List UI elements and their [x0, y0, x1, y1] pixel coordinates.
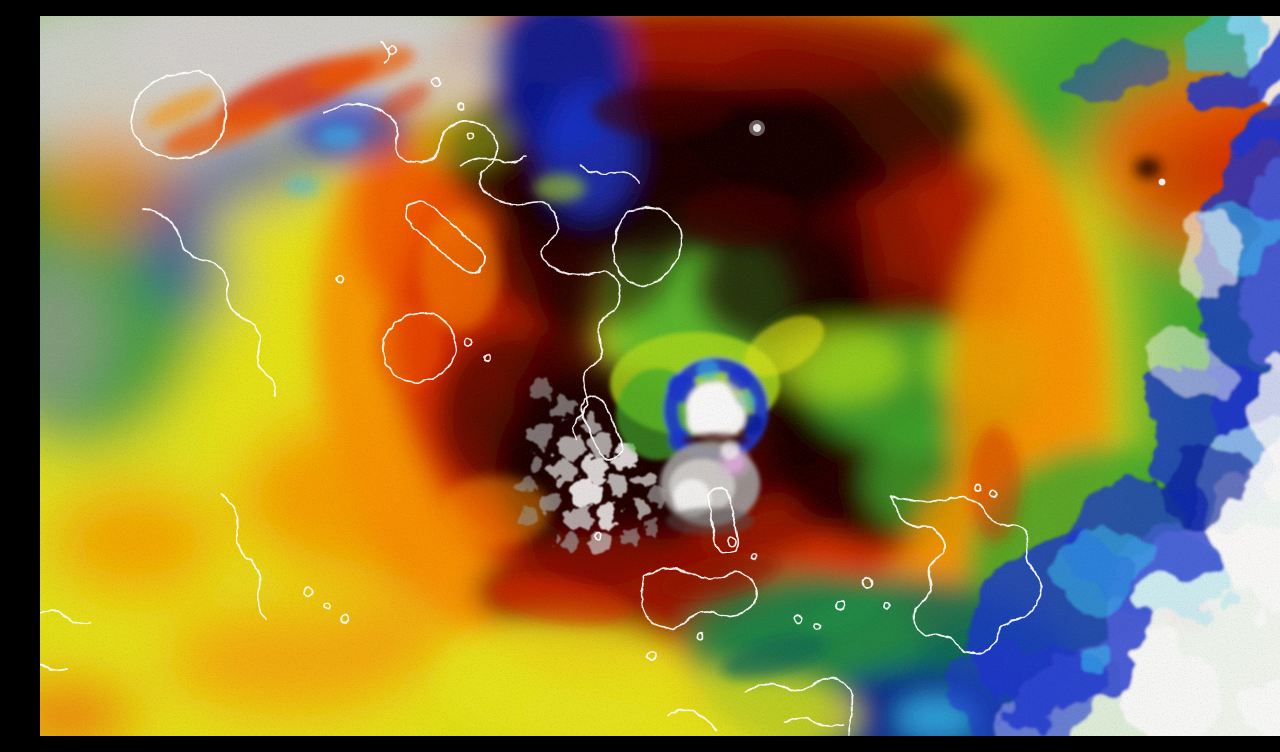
grain-overlay: [40, 16, 1280, 736]
satellite-image: [40, 16, 1280, 736]
coastlines: [40, 41, 1043, 736]
typhoon-ir-render: [40, 16, 1280, 736]
